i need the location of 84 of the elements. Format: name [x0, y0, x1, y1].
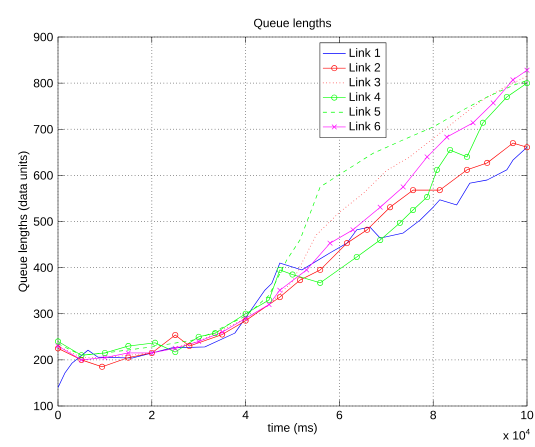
point: [504, 94, 510, 100]
point: [410, 187, 416, 194]
y-tick-label: 300: [34, 309, 53, 318]
point: [172, 346, 178, 352]
y-tick-label: 400: [34, 263, 53, 272]
point: [387, 204, 394, 210]
point: [480, 120, 486, 126]
point: [444, 134, 450, 140]
legend-label: Link 4: [350, 92, 380, 101]
point: [152, 340, 158, 346]
point: [424, 154, 430, 160]
point: [464, 166, 470, 173]
x-tick-label: 10: [521, 410, 534, 420]
legend-label: Link 3: [350, 78, 380, 86]
point: [276, 266, 283, 273]
point: [378, 204, 383, 210]
point: [464, 154, 470, 160]
point: [377, 236, 384, 243]
point: [219, 330, 225, 335]
point: [470, 120, 476, 126]
point: [172, 349, 178, 356]
x-axis-title: time (ms): [268, 423, 317, 434]
x-tick-label: 4: [242, 410, 249, 419]
point: [510, 140, 516, 146]
point: [354, 254, 360, 260]
legend-label: Link 2: [350, 62, 380, 72]
x-tick-label: 6: [336, 410, 342, 420]
point: [350, 227, 356, 232]
y-tick-label: 200: [34, 356, 53, 364]
point: [447, 147, 454, 154]
y-tick-label: 700: [34, 124, 53, 134]
point: [317, 266, 324, 273]
point: [524, 68, 530, 73]
point: [297, 277, 304, 284]
point: [484, 160, 490, 166]
y-tick-label: 800: [34, 78, 53, 88]
point: [434, 166, 440, 173]
point: [55, 343, 61, 349]
point: [276, 294, 283, 300]
point: [102, 350, 108, 356]
point: [510, 77, 516, 83]
text: x 10$^{4}$: [503, 428, 530, 440]
point: [99, 364, 106, 370]
point: [344, 240, 350, 246]
point: [400, 184, 406, 190]
point: [242, 318, 249, 324]
legend-label: Link 5: [350, 106, 380, 116]
point: [277, 288, 283, 293]
point: [266, 302, 272, 308]
point: [126, 350, 132, 356]
point: [266, 296, 272, 303]
point: [242, 316, 248, 322]
y-tick-label: 600: [34, 171, 53, 180]
point: [410, 206, 416, 213]
y-axis-title: Queue lengths (data units): [18, 152, 30, 292]
point: [125, 354, 132, 361]
point: [186, 343, 192, 350]
point: [304, 267, 310, 273]
point: [102, 354, 108, 360]
x-tick-label: 8: [430, 410, 436, 420]
point: [172, 332, 178, 338]
legend-label: Link 1: [350, 48, 380, 57]
point: [196, 338, 202, 344]
point: [317, 280, 324, 286]
chart-title: Queue lengths: [254, 18, 332, 30]
point: [290, 272, 296, 278]
point: [436, 187, 443, 194]
y-tick-label: 500: [34, 217, 53, 226]
point: [242, 310, 249, 317]
point: [212, 330, 218, 336]
y-tick-label: 100: [34, 402, 53, 410]
legend-label: Link 6: [350, 122, 380, 130]
point: [364, 226, 370, 233]
point: [219, 332, 226, 338]
point: [396, 220, 403, 226]
point: [490, 100, 496, 106]
point: [78, 352, 84, 358]
y-tick-label: 900: [34, 32, 53, 42]
point: [424, 194, 430, 200]
point: [196, 334, 202, 340]
x-tick-label: 0: [55, 410, 61, 420]
x-tick-label: 2: [149, 410, 155, 420]
point: [327, 240, 333, 246]
point: [125, 343, 132, 350]
